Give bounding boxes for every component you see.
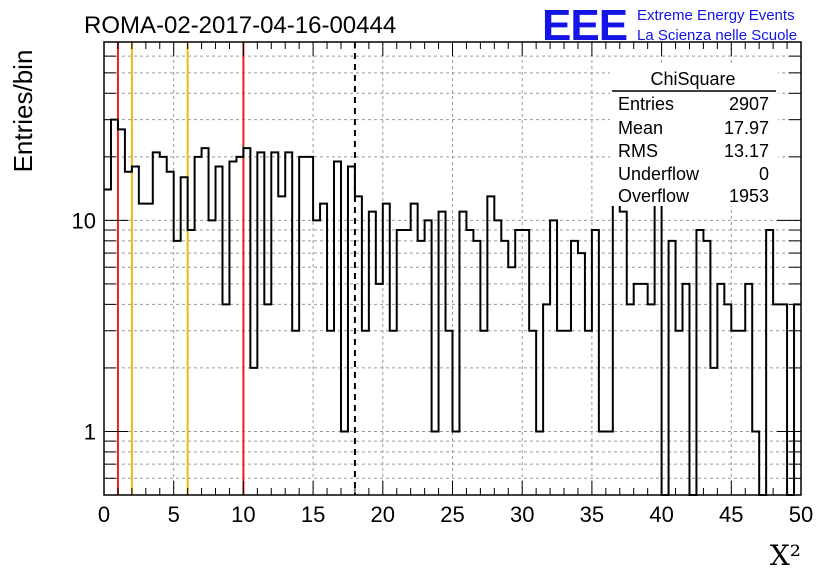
stats-label-overflow: Overflow <box>618 186 690 206</box>
eee-logo: EEE Extreme Energy Events La Scienza nel… <box>542 1 797 50</box>
stats-value-mean: 17.97 <box>724 118 769 138</box>
chart-title: ROMA-02-2017-04-16-00444 <box>84 12 396 39</box>
tick-marks <box>103 42 802 495</box>
x-tick-label: 0 <box>98 502 110 527</box>
stats-box-background <box>610 66 778 206</box>
y-tick-label: 1 <box>84 419 96 444</box>
histogram-series <box>104 118 801 496</box>
tick-labels: 0 5 10 15 20 25 30 35 40 45 50 1 10 <box>72 208 814 527</box>
stats-value-entries: 2907 <box>729 94 769 114</box>
stats-value-underflow: 0 <box>759 164 769 184</box>
stats-value-overflow: 1953 <box>729 186 769 206</box>
eee-logo-line2: La Scienza nelle Scuole <box>637 27 797 44</box>
x-tick-label: 15 <box>301 502 325 527</box>
x-tick-label: 10 <box>231 502 255 527</box>
x-tick-label: 45 <box>719 502 743 527</box>
stats-label-mean: Mean <box>618 118 663 138</box>
stats-label-underflow: Underflow <box>618 164 700 184</box>
x-tick-label: 50 <box>789 502 813 527</box>
stats-box-title: ChiSquare <box>650 69 735 89</box>
stats-label-entries: Entries <box>618 94 674 114</box>
x-axis-label: X² <box>770 539 801 572</box>
y-tick-label: 10 <box>72 208 96 233</box>
stats-label-rms: RMS <box>618 141 658 161</box>
vertical-lines-layer <box>116 42 356 495</box>
x-tick-label: 5 <box>168 502 180 527</box>
x-tick-label: 30 <box>510 502 534 527</box>
eee-logo-line1: Extreme Energy Events <box>637 7 795 24</box>
stats-box: ChiSquare Entries 2907 Mean 17.97 RMS 13… <box>610 66 778 206</box>
x-tick-label: 40 <box>649 502 673 527</box>
x-tick-label: 25 <box>440 502 464 527</box>
x-tick-label: 20 <box>371 502 395 527</box>
y-axis-label: Entries/bin <box>8 50 38 173</box>
histogram-layer <box>104 118 801 496</box>
x-tick-label: 35 <box>580 502 604 527</box>
stats-value-rms: 13.17 <box>724 141 769 161</box>
eee-logo-mark: EEE <box>542 1 627 50</box>
